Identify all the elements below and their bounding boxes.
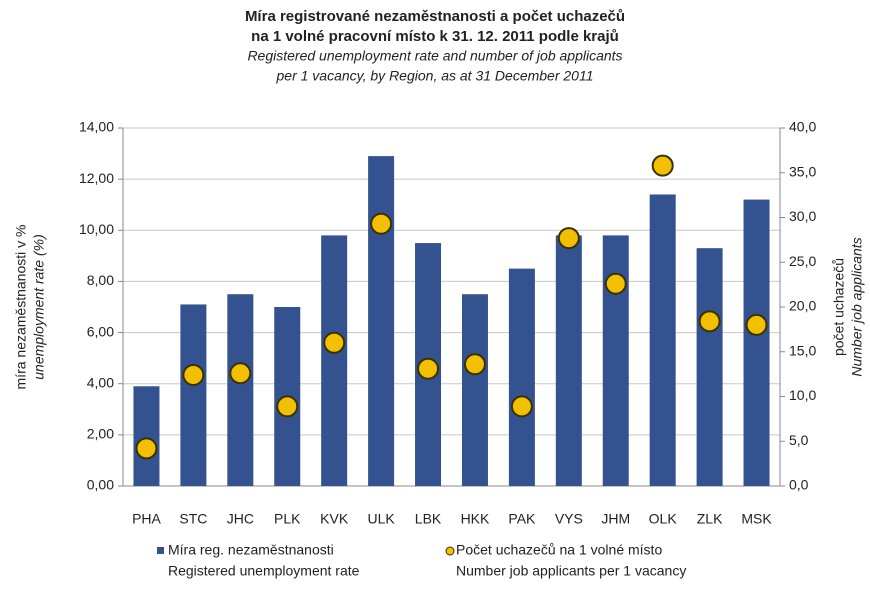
y2-tick-label: 15,0 [789, 342, 816, 358]
bar [649, 194, 676, 486]
dot [604, 272, 627, 295]
dot [370, 212, 393, 235]
y-tick-label: 8,00 [87, 272, 114, 288]
y2-tick-label: 35,0 [789, 163, 816, 179]
y-tick-label: 14,00 [79, 119, 114, 135]
x-tick-label: PHA [132, 511, 161, 527]
y-tick-label: 6,00 [87, 323, 114, 339]
chart-subtitle: Registered unemployment rate and number … [247, 48, 622, 64]
x-tick-label: HKK [461, 511, 490, 527]
legend-label: Počet uchazečů na 1 volné místo [456, 542, 662, 558]
legend-label: Number job applicants per 1 vacancy [456, 563, 686, 579]
dot [557, 227, 580, 250]
x-tick-label: JHC [227, 511, 254, 527]
bar [696, 248, 723, 486]
bar [368, 156, 395, 486]
bar [227, 294, 254, 486]
bar [461, 294, 488, 486]
y2-tick-label: 40,0 [789, 119, 816, 135]
x-tick-label: PAK [508, 511, 536, 527]
bar [133, 386, 160, 486]
dot [323, 331, 346, 354]
x-tick-label: MSK [741, 511, 772, 527]
y-tick-label: 12,00 [79, 170, 114, 186]
y2-tick-label: 30,0 [789, 208, 816, 224]
x-tick-label: STC [179, 511, 207, 527]
chart-subtitle: per 1 vacancy, by Region, as at 31 Decem… [276, 68, 594, 84]
x-tick-label: KVK [320, 511, 349, 527]
chart-title: na 1 volné pracovní místo k 31. 12. 2011… [251, 28, 619, 45]
x-tick-label: ZLK [697, 511, 723, 527]
dot [651, 154, 674, 177]
x-tick-label: OLK [649, 511, 678, 527]
dot [463, 353, 486, 376]
y2-tick-label: 25,0 [789, 253, 816, 269]
dot [182, 364, 205, 387]
bar [743, 199, 770, 486]
y2-tick-label: 20,0 [789, 298, 816, 314]
x-tick-label: VYS [555, 511, 583, 527]
y2-axis-label: počet uchazečů [831, 258, 847, 356]
y-tick-label: 2,00 [87, 426, 114, 442]
y2-tick-label: 5,0 [789, 432, 809, 448]
x-tick-label: JHM [601, 511, 630, 527]
y-axis-label: míra nezaměstnanosti v % [13, 225, 29, 390]
y-axis-label: unemployment rate (%) [31, 234, 47, 380]
y2-axis-label: Number job applicants [849, 237, 865, 376]
y2-tick-label: 0,0 [789, 477, 809, 493]
dot [698, 310, 721, 333]
x-tick-label: ULK [367, 511, 395, 527]
y-tick-label: 10,00 [79, 221, 114, 237]
legend-label: Registered unemployment rate [168, 563, 360, 579]
y-tick-label: 4,00 [87, 374, 114, 390]
x-tick-label: PLK [274, 511, 301, 527]
legend-swatch [157, 547, 164, 554]
dot [417, 357, 440, 380]
dot [276, 395, 299, 418]
dot [745, 313, 768, 336]
dot [229, 362, 252, 385]
bar [508, 268, 535, 486]
x-tick-label: LBK [415, 511, 442, 527]
bar [180, 304, 207, 486]
bar [555, 235, 582, 486]
dot [135, 437, 158, 460]
y2-tick-label: 10,0 [789, 387, 816, 403]
chart-title: Míra registrované nezaměstnanosti a poče… [245, 8, 625, 25]
legend-label: Míra reg. nezaměstnanosti [168, 542, 334, 558]
dot [510, 395, 533, 418]
legend-swatch [445, 546, 455, 556]
y-tick-label: 0,00 [87, 477, 114, 493]
bar [321, 235, 348, 486]
